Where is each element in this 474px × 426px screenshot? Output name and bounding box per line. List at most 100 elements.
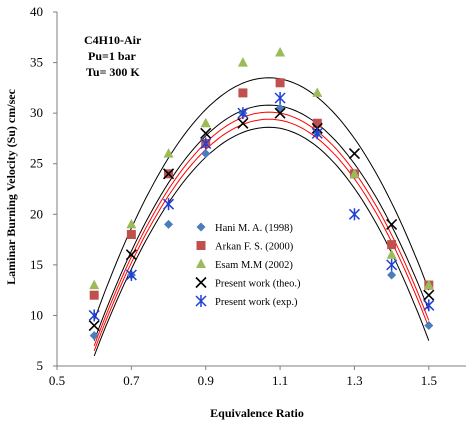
diamond-marker — [275, 103, 285, 113]
x-tick-label: 1.5 — [421, 373, 437, 388]
triangle-marker — [386, 249, 397, 259]
legend-label: Esam M.M (2002) — [215, 260, 293, 271]
data-point — [162, 168, 175, 180]
data-point — [126, 230, 136, 240]
fit-curves — [93, 77, 430, 357]
data-point — [424, 321, 434, 331]
annotation-pressure: Pu=1 bar — [88, 49, 137, 63]
data-point — [312, 118, 322, 128]
data-point — [237, 57, 248, 67]
x-tick-label: 1.1 — [272, 373, 288, 388]
data-point — [163, 148, 174, 158]
data-point — [274, 107, 286, 119]
x-marker-stroke — [423, 289, 435, 301]
data-point — [274, 91, 286, 104]
data-point — [200, 137, 212, 150]
triangle-marker — [196, 258, 206, 268]
x-axis-title: Equivalence Ratio — [210, 406, 304, 420]
data-point — [386, 258, 398, 271]
diamond-marker — [196, 222, 206, 232]
data-point — [89, 279, 100, 290]
legend-label: Present work (exp.) — [215, 297, 298, 308]
diamond-marker — [201, 149, 211, 159]
data-point — [387, 270, 397, 280]
square-marker — [238, 88, 248, 98]
y-tick-label: 15 — [30, 257, 43, 272]
legend-marker — [195, 295, 207, 307]
triangle-marker — [237, 57, 248, 67]
legend-marker — [195, 276, 207, 289]
data-point — [200, 127, 212, 139]
data-point — [126, 218, 137, 229]
square-marker — [126, 230, 136, 240]
legend-marker — [196, 222, 206, 232]
x-tick-label: 0.7 — [123, 373, 140, 388]
triangle-marker — [349, 168, 360, 178]
x-marker-stroke — [386, 218, 398, 230]
data-point — [387, 240, 397, 250]
data-point — [125, 249, 137, 261]
x-tick-label: 0.9 — [198, 373, 214, 388]
y-tick-label: 30 — [30, 105, 43, 120]
data-point — [88, 319, 100, 332]
fit-curve — [93, 118, 430, 351]
data-point — [312, 87, 323, 97]
diamond-marker — [164, 219, 174, 229]
data-point — [386, 249, 397, 259]
y-tick-label: 10 — [30, 307, 43, 322]
data-point — [275, 78, 285, 88]
x-marker-stroke — [162, 168, 175, 180]
x-marker-stroke — [348, 148, 361, 160]
data-point — [237, 117, 249, 129]
data-point — [89, 290, 99, 300]
data-point — [349, 168, 360, 178]
x-marker-stroke — [274, 107, 286, 119]
triangle-marker — [312, 87, 323, 97]
data-point — [275, 103, 285, 113]
legend-marker — [196, 258, 206, 268]
annotation-temperature: Tu= 300 K — [86, 65, 140, 79]
triangle-marker — [275, 46, 286, 57]
x-tick-label: 0.5 — [49, 373, 65, 388]
fit-curve — [93, 77, 430, 321]
square-marker — [196, 241, 206, 250]
diamond-marker — [424, 321, 434, 331]
data-point — [311, 127, 323, 140]
y-tick-label: 20 — [30, 206, 43, 221]
square-marker — [312, 118, 322, 128]
triangle-marker — [200, 117, 211, 128]
data-point — [238, 88, 248, 98]
data-point — [125, 268, 137, 281]
fit-curve — [93, 126, 430, 357]
triangle-marker — [126, 218, 137, 229]
x-tick-label: 1.3 — [346, 373, 362, 388]
series-4 — [88, 91, 435, 322]
fit-curve — [93, 111, 430, 346]
data-point — [386, 218, 398, 230]
data-point — [423, 299, 435, 312]
annotation-box: C4H10-Air Pu=1 bar Tu= 300 K — [84, 33, 142, 79]
legend-marker — [196, 241, 206, 250]
triangle-marker — [423, 279, 434, 290]
fit-curve — [93, 104, 430, 341]
data-point — [200, 117, 211, 128]
y-tick-label: 35 — [30, 55, 43, 70]
data-point — [88, 309, 100, 322]
square-marker — [387, 240, 397, 250]
square-marker — [89, 290, 99, 300]
data-point — [163, 198, 175, 211]
x-marker-stroke — [125, 249, 137, 261]
x-marker-stroke — [200, 127, 212, 139]
x-marker-stroke — [237, 117, 249, 129]
legend: Hani M. A. (1998) Arkan F. S. (2000) Esam … — [195, 222, 301, 308]
data-point — [348, 148, 361, 160]
data-point — [201, 149, 211, 159]
diamond-marker — [387, 270, 397, 280]
data-point — [423, 289, 435, 301]
y-tick-label: 5 — [37, 358, 44, 373]
annotation-fuel: C4H10-Air — [84, 33, 142, 47]
y-tick-label: 40 — [30, 4, 43, 19]
triangle-marker — [89, 279, 100, 290]
data-point — [164, 219, 174, 229]
